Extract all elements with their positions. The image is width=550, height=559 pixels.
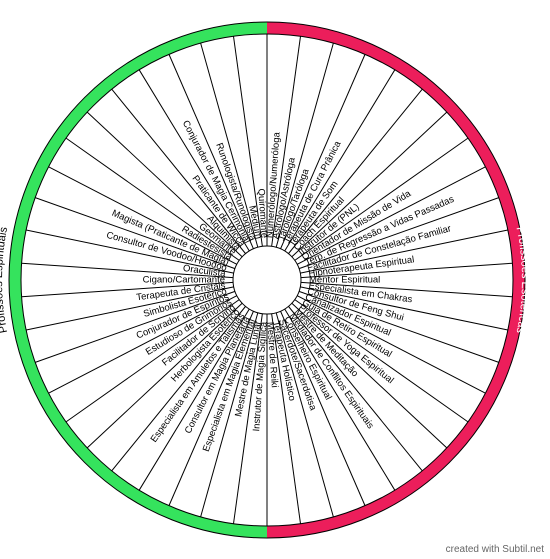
- radial-chart: Numerólogo/NumerólogaAstrólogo/Astróloga…: [0, 0, 550, 559]
- chart-svg: Numerólogo/NumerólogaAstrólogo/Astróloga…: [0, 0, 550, 559]
- credit-text: created with Subtil.net: [446, 544, 544, 555]
